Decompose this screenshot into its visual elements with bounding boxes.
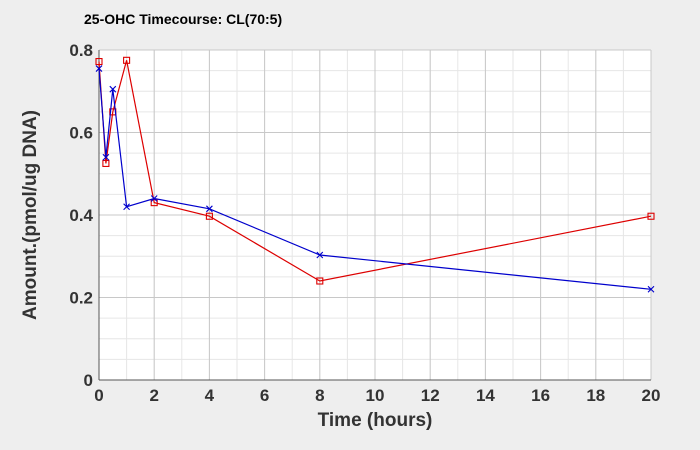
x-tick-label: 14 [476, 386, 495, 405]
chart-title: 25-OHC Timecourse: CL(70:5) [84, 11, 282, 27]
data-point-square [205, 212, 213, 220]
x-tick-label: 10 [366, 386, 385, 405]
x-tick-label: 8 [315, 386, 324, 405]
y-axis-label: Amount.(pmol/ug DNA) [20, 110, 41, 320]
series-line-2 [98, 68, 652, 290]
y-tick-label: 0.4 [69, 206, 93, 225]
data-point-square [95, 57, 103, 66]
y-tick-label: 0.2 [69, 289, 93, 308]
data-point-x [102, 153, 110, 161]
data-point-x [123, 203, 130, 211]
series-line-1 [98, 60, 652, 282]
axes [98, 50, 651, 381]
series-group [95, 56, 655, 293]
x-tick-label: 20 [642, 386, 661, 405]
y-tick-label: 0.8 [69, 41, 93, 60]
data-point-square [150, 199, 158, 207]
data-point-square [316, 277, 324, 285]
data-point-square [123, 56, 131, 64]
data-point-square [102, 159, 110, 167]
data-point-x [316, 251, 324, 259]
data-point-x [206, 205, 213, 213]
data-point-x [647, 285, 655, 293]
x-tick-label: 12 [421, 386, 440, 405]
x-tick-label: 6 [260, 386, 269, 405]
x-tick-label: 0 [94, 386, 103, 405]
data-point-square [647, 212, 655, 220]
x-axis-label: Time (hours) [318, 410, 433, 431]
x-tick-label: 18 [586, 386, 605, 405]
data-point-x [95, 65, 103, 72]
data-point-x [150, 195, 158, 202]
grid [98, 49, 652, 381]
x-tick-label: 16 [531, 386, 550, 405]
y-tick-label: 0.6 [69, 124, 93, 143]
x-tick-label: 2 [149, 386, 158, 405]
tick-labels: 0 2 4 6 8 10 12 14 16 18 20 0 0.2 0.4 0.6 0.8 [69, 41, 660, 405]
y-tick-label: 0 [84, 371, 93, 390]
data-point-x [109, 85, 117, 93]
x-tick-label: 4 [205, 386, 215, 405]
